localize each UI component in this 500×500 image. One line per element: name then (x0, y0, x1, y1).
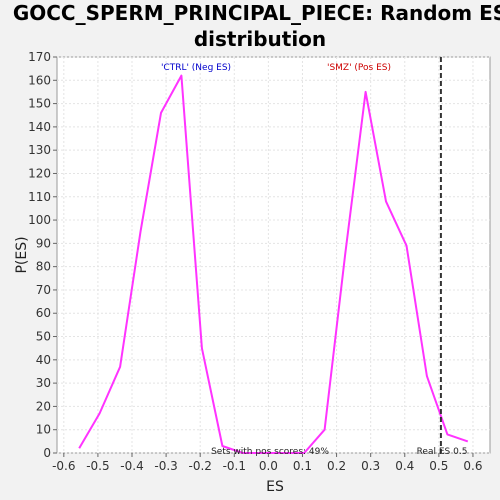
y-tick-label: 120 (28, 166, 51, 180)
y-tick-label: 40 (36, 353, 51, 367)
y-tick-label: 10 (36, 423, 51, 437)
y-tick-label: 110 (28, 190, 51, 204)
x-tick-label: -0.1 (223, 459, 246, 473)
y-tick-label: 140 (28, 120, 51, 134)
neg-es-label: 'CTRL' (Neg ES) (161, 63, 231, 73)
y-tick-label: 160 (28, 73, 51, 87)
x-tick-label: 0.4 (395, 459, 414, 473)
y-tick-label: 0 (43, 446, 51, 460)
pos-es-label: 'SMZ' (Pos ES) (327, 63, 391, 73)
y-tick-label: 30 (36, 376, 51, 390)
y-tick-label: 60 (36, 306, 51, 320)
x-tick-label: -0.4 (120, 459, 143, 473)
plot-area (56, 56, 491, 454)
y-axis-ticks: 0 10 20 30 40 50 60 70 80 90 100 110 120 130 140 150 160… (28, 50, 57, 460)
chart-title-line1: GOCC_SPERM_PRINCIPAL_PIECE: Random ES (13, 1, 500, 25)
series-layer (78, 74, 469, 454)
x-tick-label: 0.3 (361, 459, 380, 473)
x-tick-label: -0.5 (86, 459, 109, 473)
y-tick-label: 20 (36, 399, 51, 413)
grid (57, 56, 490, 454)
x-tick-label: -0.6 (52, 459, 75, 473)
y-tick-label: 50 (36, 330, 51, 344)
x-tick-label: 0.1 (293, 459, 312, 473)
y-tick-label: 150 (28, 97, 51, 111)
y-tick-label: 90 (36, 236, 51, 250)
x-tick-label: 0.5 (429, 459, 448, 473)
x-tick-label: -0.2 (188, 459, 211, 473)
y-tick-label: 100 (28, 213, 51, 227)
x-tick-label: 0.0 (259, 459, 278, 473)
pos-scores-text: Sets with pos scores: 49% (211, 447, 329, 457)
y-tick-label: 80 (36, 260, 51, 274)
x-tick-label: 0.2 (327, 459, 346, 473)
y-tick-label: 130 (28, 143, 51, 157)
y-axis-label: P(ES) (14, 236, 30, 273)
x-tick-label: -0.3 (154, 459, 177, 473)
x-axis-ticks: -0.6 -0.5 -0.4 -0.3 -0.2 -0.1 0.0 0.1 0.2 0.3 0.4 0… (52, 453, 482, 473)
x-tick-label: 0.6 (463, 459, 482, 473)
real-es-text: Real ES 0.5 (417, 447, 468, 457)
series-line (78, 74, 469, 454)
y-tick-label: 170 (28, 50, 51, 64)
y-tick-label: 70 (36, 283, 51, 297)
x-axis-label: ES (266, 479, 284, 495)
chart-title-line2: distribution (194, 27, 326, 51)
